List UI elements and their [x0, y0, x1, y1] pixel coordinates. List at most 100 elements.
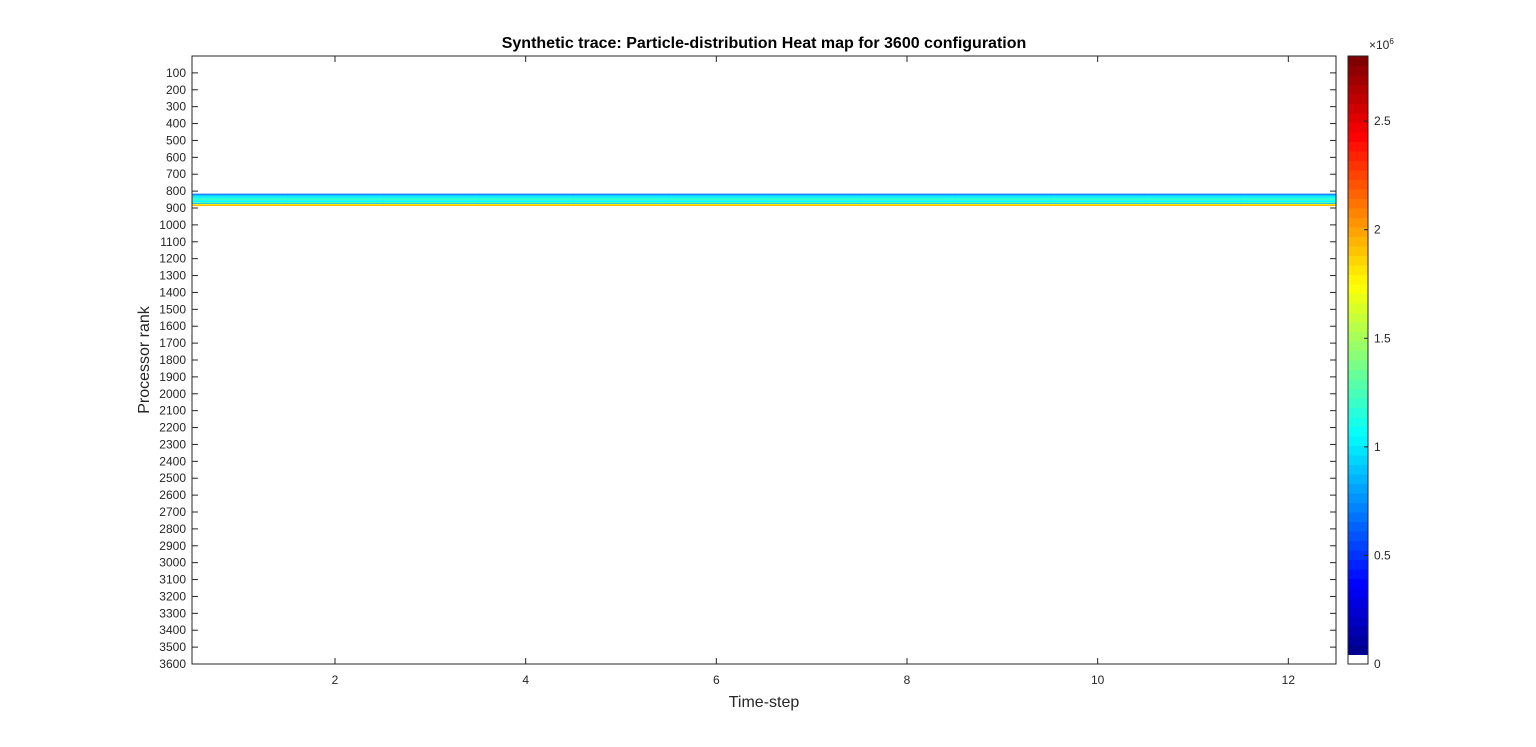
colorbar-step — [1348, 502, 1368, 513]
y-tick-label: 200 — [166, 83, 186, 97]
heat-cell — [859, 193, 956, 195]
heat-cell — [192, 193, 288, 195]
heat-cell — [478, 203, 574, 205]
colorbar-step — [1348, 236, 1368, 247]
colorbar-gradient — [1348, 56, 1368, 665]
heat-cell — [1240, 204, 1337, 206]
x-tick-label: 4 — [522, 673, 529, 687]
y-tick-label: 2200 — [159, 421, 186, 435]
colorbar-step — [1348, 550, 1368, 560]
heat-cell — [1240, 194, 1337, 197]
y-tick-label: 2600 — [159, 488, 186, 502]
colorbar-step — [1348, 341, 1368, 351]
heat-cell — [764, 196, 860, 198]
heat-cell — [1050, 196, 1146, 198]
heat-cell — [1145, 196, 1242, 198]
y-tick-label: 3400 — [159, 623, 186, 637]
y-tick-label: 3100 — [159, 573, 186, 587]
heat-cell — [1145, 194, 1242, 197]
heat-cell — [192, 198, 288, 201]
colorbar-step — [1348, 388, 1368, 399]
heat-cell — [1240, 200, 1337, 203]
colorbar-step — [1348, 607, 1368, 617]
heat-cell — [1050, 198, 1146, 201]
heat-cell — [859, 200, 956, 203]
colorbar-step — [1348, 75, 1368, 85]
colorbar-frame — [1347, 55, 1369, 665]
y-tick-label: 2500 — [159, 471, 186, 485]
colorbar-step — [1348, 407, 1368, 418]
colorbar-step — [1348, 217, 1368, 228]
heat-cell — [1240, 197, 1337, 199]
heat-cell — [764, 203, 860, 205]
x-tick-label: 2 — [332, 673, 339, 687]
heat-cell — [1050, 193, 1146, 195]
heat-cell — [478, 196, 574, 198]
colorbar-step — [1348, 255, 1368, 266]
heat-cell — [859, 202, 956, 204]
y-tick-label: 3000 — [159, 556, 186, 570]
heat-cell — [573, 202, 670, 204]
colorbar-tick-label: 0 — [1374, 657, 1381, 671]
heat-cell — [954, 203, 1051, 205]
y-tick-label: 100 — [166, 66, 186, 80]
colorbar-step — [1348, 569, 1368, 579]
y-tick-label: 1600 — [159, 319, 186, 333]
heat-cell — [668, 203, 765, 205]
colorbar-tick-label: 1 — [1374, 440, 1381, 454]
colorbar-step — [1348, 113, 1368, 123]
heat-cell — [1050, 194, 1146, 197]
heat-cell — [382, 193, 479, 195]
colorbar-step — [1348, 474, 1368, 484]
colorbar-step — [1348, 322, 1368, 332]
heat-cell — [668, 204, 765, 206]
heat-cell — [954, 203, 1051, 205]
y-tick-label: 1700 — [159, 336, 186, 350]
heat-cell — [573, 203, 670, 205]
heat-cell — [287, 200, 384, 203]
heat-cell — [1145, 204, 1242, 206]
heat-cell — [1145, 200, 1242, 203]
heat-cell — [859, 203, 956, 205]
heat-cell — [192, 204, 288, 206]
heat-cell — [382, 194, 479, 197]
colorbar-step — [1348, 483, 1368, 494]
heat-cell — [954, 204, 1051, 206]
colorbar-step — [1348, 493, 1368, 503]
y-tick-label: 3200 — [159, 589, 186, 603]
heat-cell — [1240, 202, 1337, 204]
colorbar-step — [1348, 331, 1368, 342]
heat-cell — [668, 193, 765, 195]
heat-cell — [478, 200, 574, 203]
x-tick-label: 8 — [904, 673, 911, 687]
colorbar-step — [1348, 578, 1368, 589]
heat-cell — [1050, 203, 1146, 205]
heat-cell — [1050, 204, 1146, 206]
heat-cell — [668, 198, 765, 201]
colorbar-step — [1348, 360, 1368, 370]
y-tick-label: 1800 — [159, 353, 186, 367]
colorbar-tick-label: 0.5 — [1374, 548, 1391, 562]
y-tick-label: 2800 — [159, 522, 186, 536]
colorbar-step — [1348, 103, 1368, 114]
heat-cell — [287, 204, 384, 206]
heat-cell — [859, 194, 956, 197]
y-tick-label: 2900 — [159, 539, 186, 553]
colorbar-exponent: ×106 — [1369, 37, 1394, 52]
heat-cell — [382, 198, 479, 201]
heat-cell — [764, 197, 860, 199]
colorbar-step — [1348, 588, 1368, 598]
colorbar-step — [1348, 56, 1368, 66]
heat-cell — [668, 202, 765, 204]
heat-cell — [573, 193, 670, 195]
colorbar-step — [1348, 303, 1368, 313]
colorbar-tick-label: 2.5 — [1374, 114, 1391, 128]
heat-cell — [478, 204, 574, 206]
heat-cell — [382, 204, 479, 206]
heat-cell — [1145, 198, 1242, 201]
heat-cell — [1050, 203, 1146, 205]
colorbar-step — [1348, 198, 1368, 209]
y-tick-label: 900 — [166, 201, 186, 215]
colorbar-step — [1348, 616, 1368, 627]
heat-cell — [192, 200, 288, 203]
